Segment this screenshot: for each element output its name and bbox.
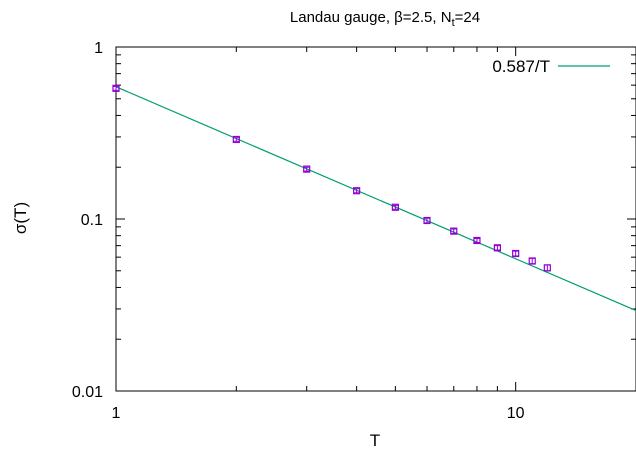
plot-frame bbox=[115, 46, 636, 392]
data-point bbox=[303, 165, 311, 173]
data-point bbox=[353, 187, 361, 195]
point-marker bbox=[512, 249, 520, 258]
data-point bbox=[512, 249, 520, 258]
legend: 0.587/T bbox=[492, 57, 610, 76]
chart-title-main: Landau gauge, β=2.5, N bbox=[290, 9, 452, 26]
chart-title: Landau gauge, β=2.5, Nt=24 bbox=[290, 9, 480, 29]
data-point bbox=[423, 216, 431, 225]
x-tick-label: 10 bbox=[507, 405, 525, 422]
fit-line bbox=[115, 86, 636, 312]
axis-ticks bbox=[115, 46, 636, 392]
axis-tick-labels: 1 10 0.01 0.1 1 bbox=[72, 40, 525, 422]
y-tick-label: 0.1 bbox=[81, 212, 103, 229]
y-axis-title: σ(T) bbox=[11, 202, 30, 234]
point-marker bbox=[303, 165, 311, 173]
data-point bbox=[232, 135, 240, 144]
chart-title-suffix: =24 bbox=[455, 9, 480, 26]
point-marker bbox=[112, 84, 120, 92]
data-points-series bbox=[112, 84, 551, 272]
point-marker bbox=[528, 257, 536, 265]
data-point bbox=[473, 236, 481, 245]
fit-line-series bbox=[115, 86, 636, 312]
point-marker bbox=[353, 187, 361, 195]
point-marker bbox=[232, 135, 240, 144]
y-tick-label: 0.01 bbox=[72, 384, 103, 401]
point-marker bbox=[391, 203, 399, 211]
point-marker bbox=[473, 236, 481, 245]
data-point bbox=[112, 84, 120, 92]
point-marker bbox=[493, 244, 501, 252]
data-point bbox=[493, 244, 501, 252]
point-marker bbox=[543, 264, 551, 272]
legend-label: 0.587/T bbox=[492, 57, 550, 76]
point-marker bbox=[450, 227, 458, 235]
y-tick-label: 1 bbox=[94, 40, 103, 57]
data-point bbox=[450, 227, 458, 235]
chart-title-subscript: t bbox=[452, 17, 455, 29]
data-point bbox=[543, 264, 551, 272]
data-point bbox=[391, 203, 399, 211]
point-marker bbox=[423, 216, 431, 225]
x-axis-title: T bbox=[370, 431, 380, 450]
data-point bbox=[528, 257, 536, 265]
x-tick-label: 1 bbox=[112, 405, 121, 422]
